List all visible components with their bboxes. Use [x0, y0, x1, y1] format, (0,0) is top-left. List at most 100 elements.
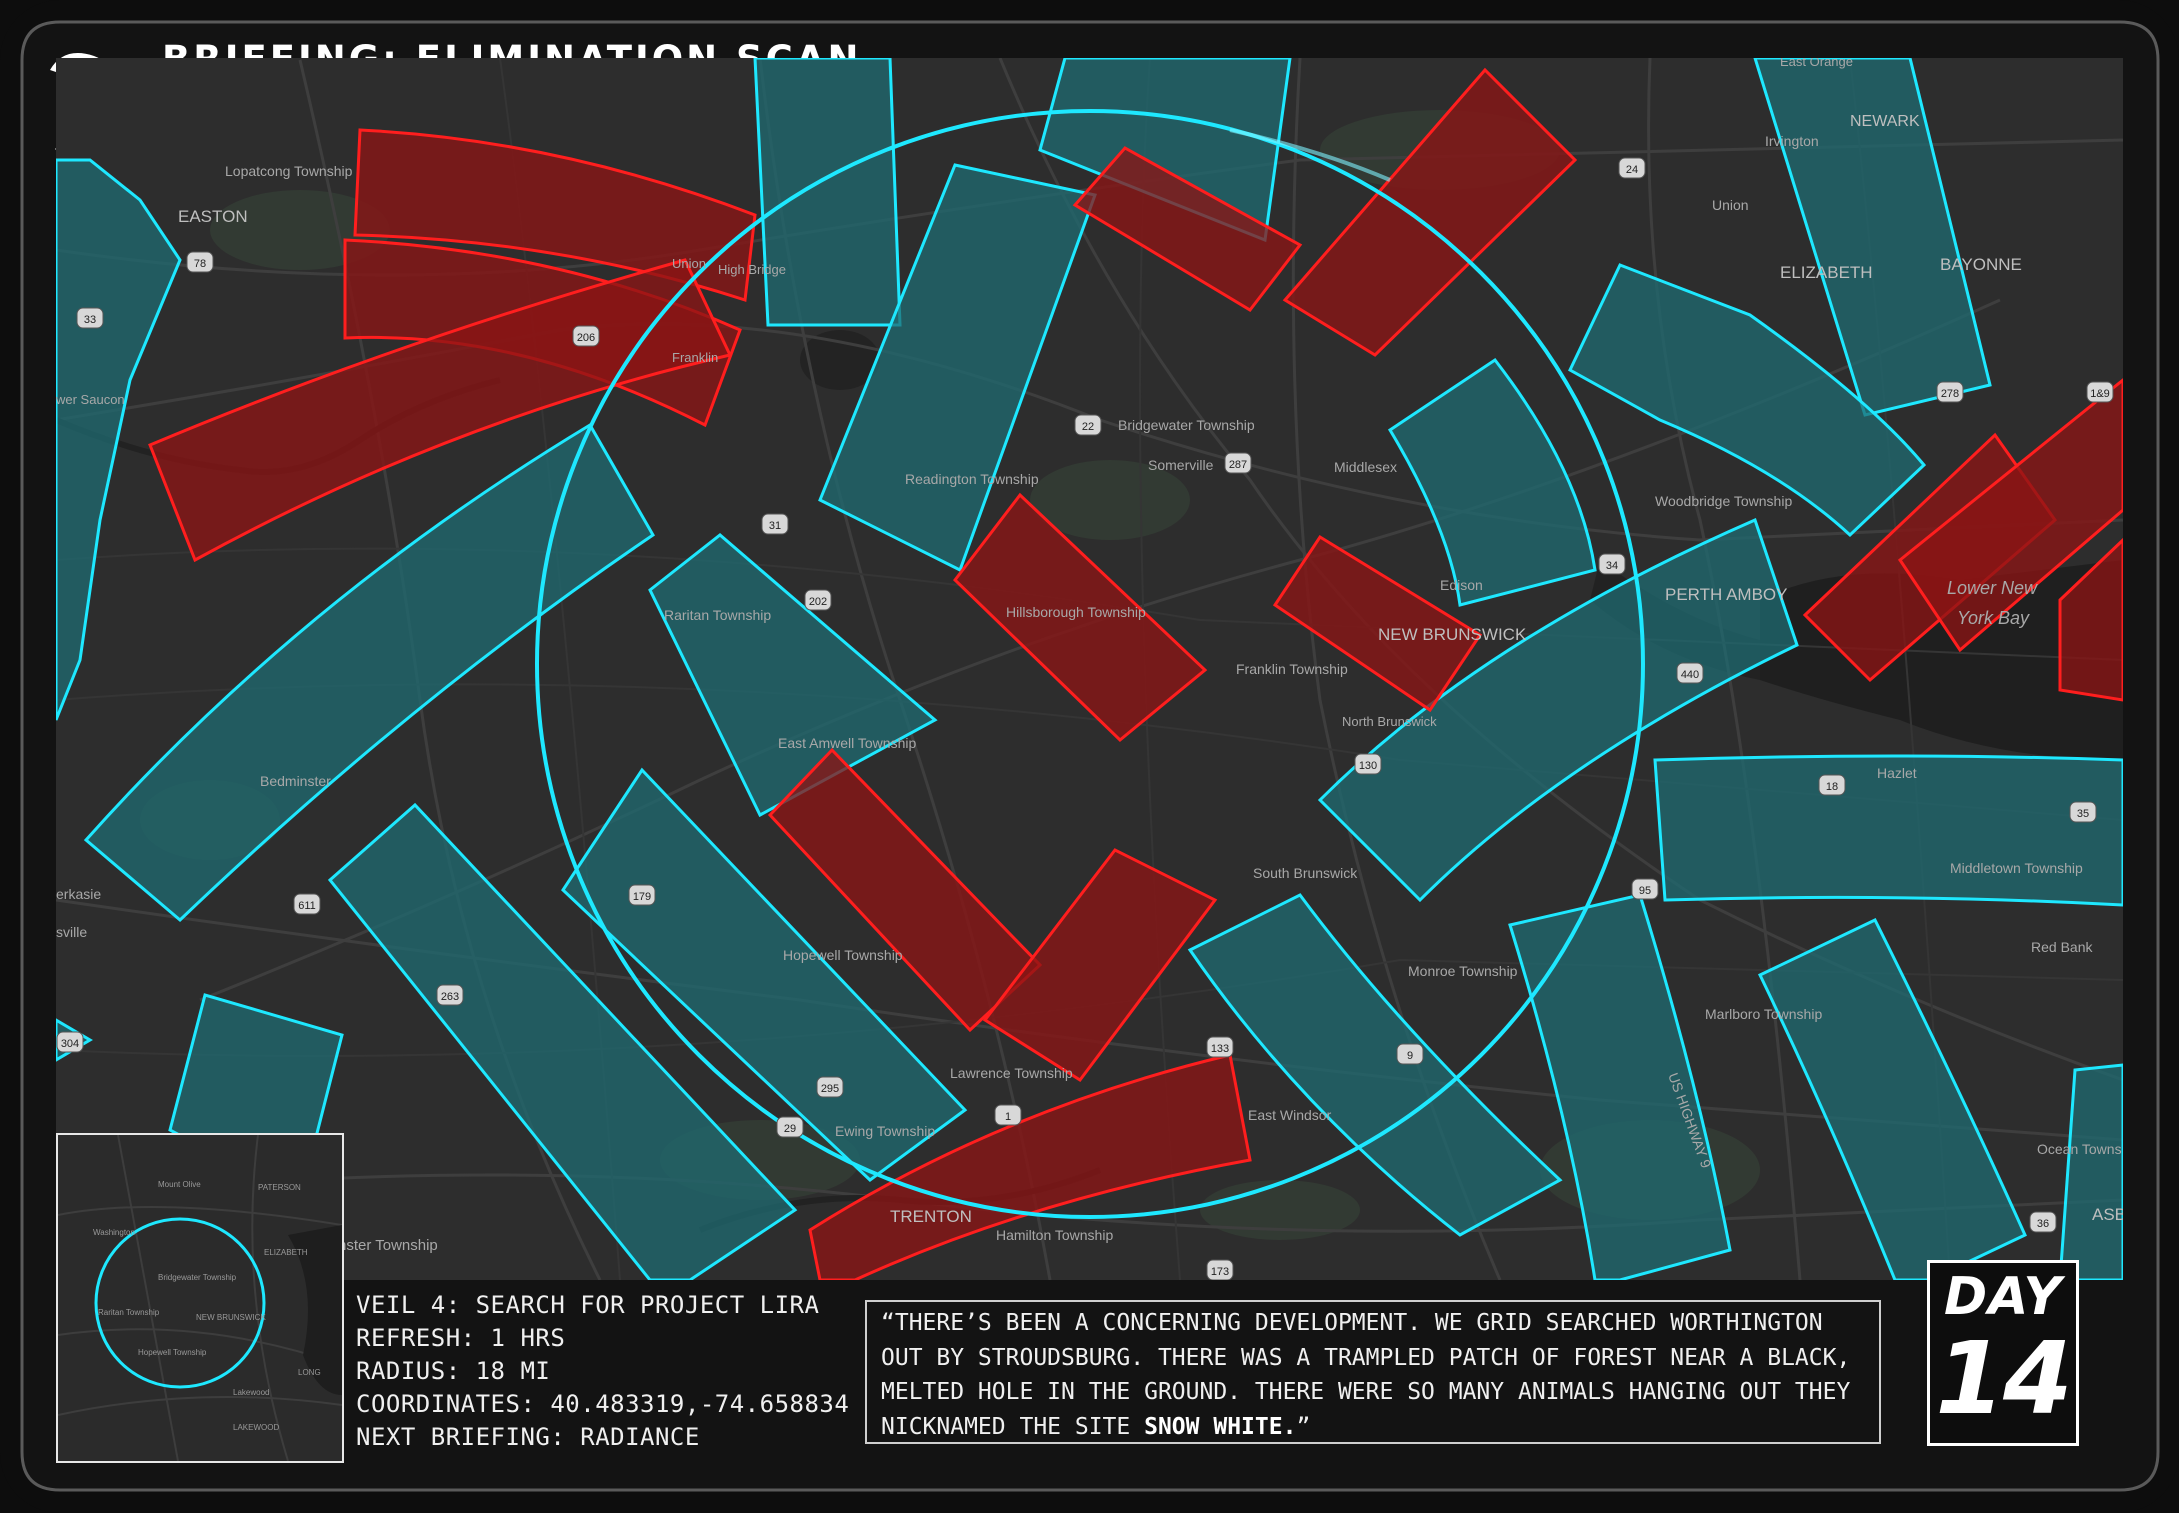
route-shield-icon: 9 — [1396, 1043, 1424, 1065]
red-zone — [808, 1053, 1252, 1280]
map-place-label: North Brunswick — [1342, 714, 1437, 729]
day-label: DAY — [1943, 1267, 2063, 1327]
route-shield-icon: 133 — [1206, 1036, 1234, 1058]
red-zone — [1282, 67, 1578, 357]
route-shield-icon: 36 — [2029, 1211, 2057, 1233]
minimap-scan-circle — [94, 1217, 266, 1389]
minimap-label: PATERSON — [258, 1183, 301, 1192]
map-place-label: Middletown Township — [1950, 860, 2083, 876]
route-shield-icon: 24 — [1618, 157, 1646, 179]
map-place-label: Union — [1712, 197, 1749, 213]
scan-radius-circle — [535, 109, 1645, 1219]
cyan-zone — [561, 767, 968, 1182]
next-briefing-label: NEXT BRIEFING: RADIANCE — [356, 1423, 700, 1451]
cyan-zone — [1757, 918, 2027, 1280]
svg-text:133: 133 — [1211, 1043, 1229, 1055]
map-place-label: Lopatcong Township — [225, 163, 353, 179]
map-place-label: Hamilton Township — [996, 1227, 1113, 1243]
quote-close: ” — [1296, 1413, 1311, 1440]
red-zone — [353, 128, 757, 302]
red-zone — [1897, 378, 2123, 653]
map-place-label: nster Township — [338, 1237, 438, 1254]
route-shield-icon: 1 — [994, 1104, 1022, 1126]
minimap-label: LAKEWOOD — [233, 1423, 279, 1432]
cyan-zone — [2058, 1063, 2123, 1280]
map-place-label: ELIZABETH — [1780, 263, 1873, 282]
map-place-label: Hazlet — [1877, 765, 1917, 781]
cyan-zone — [818, 163, 1097, 573]
quote-text: “THERE’S BEEN A CONCERNING DEVELOPMENT. … — [881, 1310, 1851, 1440]
map-place-label: East Orange — [1780, 58, 1853, 69]
route-shield-icon: 34 — [1598, 553, 1626, 575]
map-place-label: Ewing Township — [835, 1123, 935, 1139]
map-place-label: EASTON — [178, 207, 248, 226]
svg-text:1&9: 1&9 — [2090, 388, 2110, 400]
minimap-label: NEW BRUNSWICK — [196, 1313, 266, 1322]
svg-text:34: 34 — [1606, 560, 1618, 572]
svg-text:18: 18 — [1826, 781, 1838, 793]
route-shield-icon: 1&9 — [2086, 381, 2114, 403]
route-shield-icon: 173 — [1206, 1259, 1234, 1280]
map-place-label: PERTH AMBOY — [1665, 585, 1788, 604]
svg-text:278: 278 — [1941, 388, 1959, 400]
cyan-zone — [1387, 357, 1597, 607]
svg-text:287: 287 — [1229, 459, 1247, 471]
svg-text:35: 35 — [2077, 808, 2089, 820]
svg-text:1: 1 — [1005, 1111, 1011, 1123]
route-shield-icon: 18 — [1818, 774, 1846, 796]
svg-text:130: 130 — [1359, 760, 1377, 772]
cyan-zone — [327, 802, 798, 1280]
map-place-label: ASB — [2092, 1205, 2123, 1224]
route-shield-icon: 130 — [1354, 753, 1382, 775]
briefing-quote: “THERE’S BEEN A CONCERNING DEVELOPMENT. … — [865, 1300, 1881, 1444]
svg-text:36: 36 — [2037, 1218, 2049, 1230]
route-shield-icon: 95 — [1631, 878, 1659, 900]
red-zone — [952, 492, 1208, 743]
map-place-label: NEW BRUNSWICK — [1378, 625, 1527, 644]
route-shield-icon: 295 — [816, 1076, 844, 1098]
map-place-label: Red Bank — [2031, 939, 2093, 955]
svg-text:611: 611 — [298, 900, 316, 912]
map-place-label: Edison — [1440, 577, 1483, 593]
cyan-zone — [56, 158, 182, 721]
red-zone — [2058, 537, 2123, 702]
svg-text:9: 9 — [1407, 1050, 1413, 1062]
map-place-label: BAYONNE — [1940, 255, 2022, 274]
minimap-label: Hopewell Township — [138, 1348, 207, 1357]
map-place-label: sville — [56, 924, 87, 940]
map-place-label: Hopewell Township — [783, 947, 903, 963]
red-zone — [1072, 146, 1303, 312]
route-shield-icon: 31 — [761, 513, 789, 535]
cyan-zone — [753, 58, 902, 327]
minimap[interactable]: PATERSON ELIZABETH NEW BRUNSWICK Bridgewate… — [56, 1133, 344, 1463]
map-place-label: Middlesex — [1334, 459, 1397, 475]
svg-text:179: 179 — [633, 891, 651, 903]
cyan-zone — [1187, 893, 1563, 1237]
minimap-label: LONG — [298, 1368, 321, 1377]
svg-text:202: 202 — [809, 596, 827, 608]
cyan-zone — [1508, 893, 1732, 1280]
map-place-label: Franklin Township — [1236, 661, 1348, 677]
route-shield-icon: 206 — [572, 325, 600, 347]
cyan-zone — [1653, 754, 2123, 907]
route-shield-icon: 78 — [186, 251, 214, 273]
map-place-label: East Amwell Township — [778, 735, 916, 751]
route-shield-icon: 611 — [293, 893, 321, 915]
cyan-zone — [83, 422, 655, 923]
svg-text:440: 440 — [1681, 669, 1699, 681]
route-shield-icon: 29 — [776, 1116, 804, 1138]
svg-text:295: 295 — [821, 1083, 839, 1095]
route-shield-icon: 202 — [804, 589, 832, 611]
day-counter: DAY 14 — [1927, 1260, 2079, 1446]
main-map[interactable]: Lopatcong Township EASTON High Bridge Union… — [56, 58, 2123, 1280]
map-place-label: erkasie — [56, 886, 101, 902]
coordinates-label: COORDINATES: 40.483319,-74.658834 — [356, 1390, 850, 1418]
map-place-label: TRENTON — [890, 1207, 972, 1226]
map-place-label: Hillsborough Township — [1006, 604, 1146, 620]
red-zone — [1272, 534, 1483, 713]
map-place-label: NEWARK — [1850, 113, 1920, 130]
map-place-label: York Bay — [1957, 608, 2030, 628]
map-place-label: Raritan Township — [664, 607, 771, 623]
svg-text:31: 31 — [769, 520, 781, 532]
cyan-zone — [1753, 58, 1992, 417]
